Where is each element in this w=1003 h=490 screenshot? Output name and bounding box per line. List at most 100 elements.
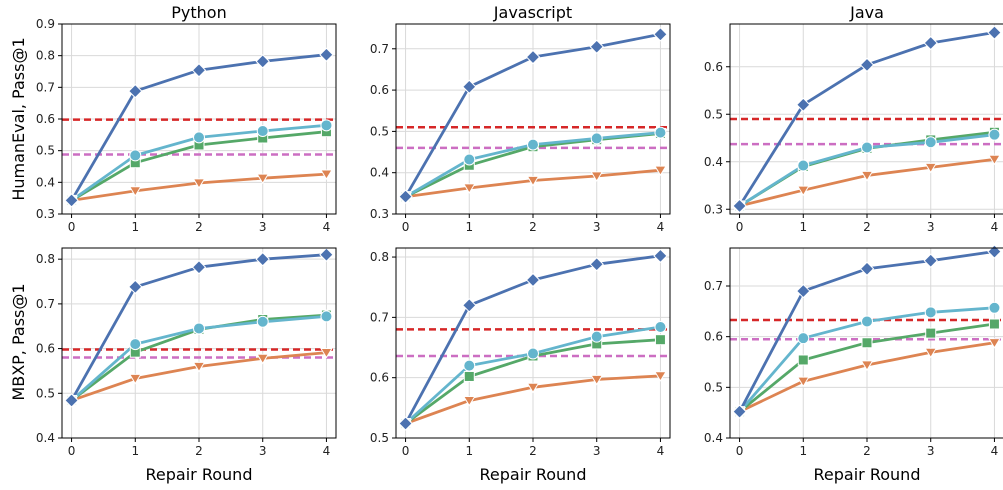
series-4-point-r1c2-1: [796, 376, 810, 388]
series-1-point-r0c1-1: [462, 79, 477, 94]
series-2-point-r1c1-4: [654, 321, 667, 334]
series-2-point-r0c1-1: [463, 153, 476, 166]
subplot-r0c1: 0.3 0.4 0.5 0.6 0.7 0 1 2 3 4: [370, 23, 671, 234]
series-2-point-r0c2-1: [797, 159, 810, 172]
plot-frame-r0c1: [395, 23, 671, 215]
series-1-point-r0c2-2: [859, 57, 875, 73]
series-3-point-r1c2-4: [988, 318, 1000, 330]
series-4-point-r1c2-2: [860, 360, 874, 371]
series-2-point-r0c2-4: [988, 128, 1001, 141]
series-1-point-r0c1-0: [398, 189, 413, 204]
xtick-label-r1c0-4: 4: [323, 444, 331, 458]
row-ylabel-mbxp: MBXP, Pass@1: [9, 283, 28, 400]
series-4-point-r0c0-2: [192, 178, 206, 189]
series-4-point-r0c0-3: [256, 173, 270, 185]
series-1-point-r0c1-3: [589, 39, 604, 54]
series-3-point-r1c1-1: [463, 370, 475, 382]
subplot-r1c1: 0.5 0.6 0.7 0.8 0 1 2 3 4: [370, 247, 671, 458]
series-2-point-r0c0-2: [193, 131, 205, 144]
xtick-label-r1c2-1: 1: [799, 444, 807, 458]
series-1-point-r0c1-4: [653, 27, 668, 42]
xtick-label-r1c1-0: 0: [402, 444, 410, 458]
series-1-point-r0c0-2: [191, 63, 207, 78]
series-4-point-r0c1-2: [526, 175, 540, 187]
ytick-label-r0c0-5: 0.8: [36, 49, 55, 63]
series-1-point-r0c0-4: [319, 47, 334, 62]
series-3-point-r1c2-1: [797, 354, 809, 366]
ytick-label-r0c1-4: 0.7: [370, 42, 389, 56]
subplot-r1c2: 0.4 0.5 0.6 0.7 0 1 2 3 4: [704, 244, 1003, 458]
ytick-label-r0c1-1: 0.4: [370, 166, 389, 180]
series-1-point-r1c2-1: [796, 283, 811, 299]
xtick-label-r1c2-3: 3: [927, 444, 935, 458]
series-2-point-r1c0-2: [193, 322, 205, 335]
series-4-point-r0c0-1: [128, 186, 142, 197]
ytick-label-r0c0-0: 0.3: [36, 207, 55, 221]
ytick-label-r0c0-6: 0.9: [36, 17, 55, 31]
ytick-label-r1c1-0: 0.5: [370, 431, 389, 445]
series-1-point-r1c2-2: [859, 261, 875, 276]
series-1-point-r1c0-4: [319, 247, 334, 262]
xlabel-python: Repair Round: [146, 465, 253, 484]
ytick-label-r1c2-3: 0.7: [704, 279, 723, 293]
ytick-label-r1c0-1: 0.5: [36, 386, 55, 400]
series-4-point-r1c1-2: [526, 382, 540, 394]
series-2-point-r1c0-1: [129, 338, 142, 351]
subplot-r0c2: 0.3 0.4 0.5 0.6 0 1 2 3 4: [704, 23, 1003, 234]
series-1-point-r1c1-3: [589, 257, 604, 272]
series-1-point-r1c1-0: [398, 416, 413, 431]
series-1-point-r0c2-0: [732, 198, 747, 214]
series-2-point-r0c1-2: [527, 138, 539, 151]
ytick-label-r0c0-4: 0.7: [36, 80, 55, 94]
xtick-label-r0c1-4: 4: [657, 220, 665, 234]
xtick-label-r0c1-0: 0: [402, 220, 410, 234]
xtick-label-r0c0-3: 3: [259, 220, 267, 234]
xtick-label-r0c0-2: 2: [195, 220, 203, 234]
xtick-label-r0c1-3: 3: [593, 220, 601, 234]
series-1-point-r1c0-3: [255, 251, 270, 267]
ytick-label-r0c1-0: 0.3: [370, 207, 389, 221]
xtick-label-r1c0-2: 2: [195, 444, 203, 458]
column-title-javascript: Javascript: [493, 3, 572, 22]
series-4-point-r1c2-4: [988, 338, 1001, 349]
series-2-point-r1c0-3: [256, 315, 269, 328]
series-2-point-r1c2-1: [797, 332, 810, 345]
ytick-label-r0c1-3: 0.6: [370, 83, 389, 97]
series-1-point-r1c0-1: [128, 279, 143, 295]
ytick-label-r1c1-1: 0.6: [370, 371, 389, 385]
xtick-label-r0c2-3: 3: [927, 220, 935, 234]
series-4-point-r1c0-4: [320, 347, 333, 359]
series-2-point-r1c1-1: [463, 359, 476, 372]
row-ylabel-humaneval: HumanEval, Pass@1: [9, 37, 28, 200]
xtick-label-r0c2-0: 0: [736, 220, 744, 234]
xtick-label-r1c2-4: 4: [991, 444, 999, 458]
series-1-point-r1c1-4: [653, 248, 668, 264]
subplot-r0c0: 0.3 0.4 0.5 0.6 0.7 0.8 0.9 0 1 2 3 4: [36, 17, 337, 234]
xtick-label-r1c2-2: 2: [863, 444, 871, 458]
series-1-point-r1c1-1: [462, 298, 477, 313]
xtick-label-r1c0-0: 0: [68, 444, 76, 458]
xtick-label-r0c2-4: 4: [991, 220, 999, 234]
ytick-label-r1c1-3: 0.8: [370, 250, 389, 264]
ytick-label-r0c2-1: 0.4: [704, 155, 723, 169]
ytick-label-r1c0-3: 0.7: [36, 297, 55, 311]
plot-frame-r1c2: [729, 247, 1003, 439]
series-4-point-r0c0-4: [320, 169, 333, 181]
subplot-grid: 0.3 0.4 0.5 0.6 0.7 0.8 0.9 0 1 2 3 4 0.3 0.4 0.5 0.6 0.…: [36, 17, 1003, 458]
series-4-point-r0c2-1: [796, 185, 810, 197]
plot-frame-r0c0: [61, 23, 337, 215]
ytick-label-r0c0-3: 0.6: [36, 112, 55, 126]
xtick-label-r0c0-0: 0: [68, 220, 76, 234]
xtick-label-r1c0-1: 1: [131, 444, 139, 458]
series-3-point-r1c2-2: [861, 337, 873, 349]
series-1-point-r1c2-3: [923, 253, 938, 268]
series-1-point-r0c2-3: [923, 35, 938, 51]
ytick-label-r1c2-0: 0.4: [704, 431, 723, 445]
series-4-point-r0c1-4: [654, 165, 667, 177]
series-4-point-r1c2-3: [924, 347, 938, 359]
series-1-point-r1c0-2: [191, 260, 207, 275]
series-2-point-r0c1-4: [654, 126, 667, 139]
series-1-point-r0c2-4: [987, 25, 1002, 40]
ytick-label-r0c2-2: 0.5: [704, 107, 723, 121]
series-2-point-r0c0-3: [256, 125, 269, 138]
